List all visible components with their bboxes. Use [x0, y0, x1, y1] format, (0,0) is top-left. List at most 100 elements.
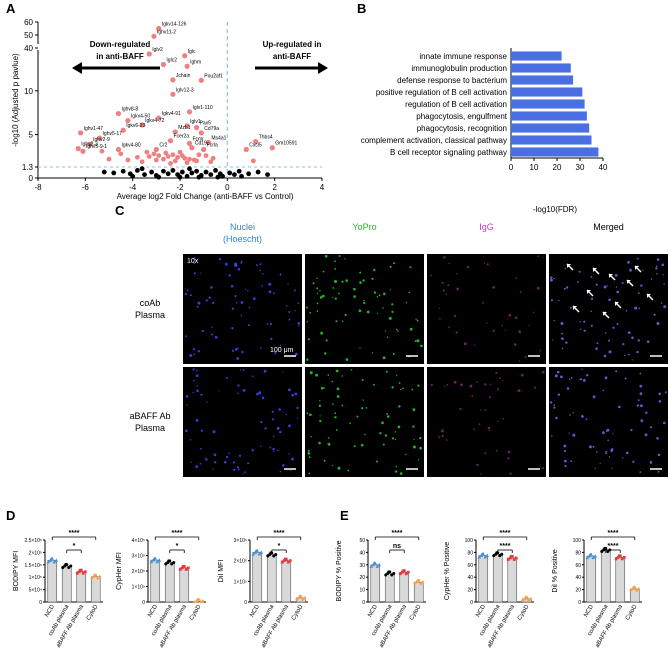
cell-dot [385, 370, 388, 373]
cell-dot [322, 270, 325, 273]
column-title: Nuclei [230, 222, 255, 232]
cell-dot [640, 284, 643, 287]
sub-point [52, 559, 57, 564]
cell-dot [400, 388, 402, 391]
cell-dot [639, 471, 642, 473]
sub-point [416, 578, 420, 583]
cell-dot [279, 430, 282, 434]
cell-dot [324, 254, 328, 258]
cell-dot [270, 337, 273, 340]
volcano-x-tick-label: 2 [272, 183, 277, 192]
cell-dot [412, 425, 415, 428]
sub-point [413, 581, 417, 586]
cell-dot [611, 467, 613, 469]
cell-dot [291, 457, 294, 461]
cell-dot [377, 312, 379, 314]
nonsig-point [179, 169, 185, 175]
cell-dot [507, 450, 511, 454]
sub-y-tick-label: 60 [575, 563, 581, 569]
cell-dot [261, 285, 264, 287]
gene-label: Cxcl5 [249, 142, 262, 148]
cell-dot [514, 316, 518, 320]
cell-dot [419, 446, 422, 450]
cell-dot [327, 442, 331, 446]
sig-point [175, 154, 181, 160]
cell-dot [251, 449, 254, 452]
cell-dot [335, 320, 338, 323]
sub-point [64, 562, 68, 566]
cell-dot [258, 391, 262, 395]
cell-dot [508, 313, 512, 317]
cell-dot [656, 273, 658, 275]
cell-dot [332, 465, 334, 467]
sig-point-labeled [78, 130, 84, 136]
cell-dot [334, 416, 337, 419]
sub-y-tick-label: 2×10⁵ [234, 559, 247, 565]
sub-point [259, 550, 264, 554]
cell-dot [636, 404, 640, 407]
cell-dot [306, 358, 309, 361]
arrow-head-icon [587, 290, 591, 294]
cell-dot [463, 342, 467, 346]
arrow-head-icon [627, 280, 631, 284]
gene-label: Pax5 [200, 121, 212, 127]
up-line-1: Up-regulated in [263, 40, 322, 49]
cell-dot [484, 452, 487, 455]
cell-dot [268, 282, 272, 286]
column-subtitle: (Hoescht) [223, 234, 262, 244]
cell-dot [359, 271, 362, 274]
volcano-ylabel: -log10 (Adjusted p pavlue) [11, 53, 20, 147]
cell-dot [557, 393, 560, 396]
sub-group-label: CytoD [189, 603, 203, 621]
cell-dot [190, 461, 192, 464]
cell-dot [553, 406, 556, 409]
go-bar [511, 51, 562, 61]
cell-dot [658, 392, 661, 396]
cell-dot [563, 459, 567, 463]
cell-dot [192, 348, 196, 351]
sub-y-tick-label: 2×10⁵ [132, 569, 145, 575]
gene-label: Ighv2-9 [93, 137, 110, 143]
cell-dot [639, 384, 643, 388]
cell-dot [288, 424, 291, 428]
go-bar [511, 87, 583, 97]
sig-point [106, 156, 112, 162]
cell-dot [260, 420, 263, 424]
sig-point-labeled [186, 109, 193, 115]
cell-dot [602, 431, 605, 434]
cell-dot [507, 318, 509, 320]
panel-letter-c: C [115, 203, 125, 218]
cell-dot [196, 385, 199, 387]
cell-dot [639, 372, 642, 375]
cell-dot [341, 280, 344, 283]
cell-dot [579, 321, 582, 323]
nonsig-point [213, 167, 218, 173]
cell-dot [580, 378, 583, 381]
nonsig-point [227, 170, 233, 176]
sig-label: **** [608, 530, 619, 537]
sub-point [591, 555, 596, 560]
cell-dot [334, 260, 336, 263]
cell-dot [319, 296, 323, 299]
cell-dot [642, 269, 644, 271]
cell-dot [498, 377, 501, 379]
nonsig-point [161, 168, 166, 174]
cell-dot [637, 399, 640, 401]
cell-dot [590, 275, 593, 278]
cell-dot [399, 472, 403, 475]
gene-label: Thbs4 [259, 135, 273, 141]
cell-dot [439, 317, 441, 320]
cell-dot [550, 276, 553, 279]
cell-dot [245, 288, 247, 290]
sig-point-labeled [87, 141, 93, 147]
cell-dot [570, 376, 573, 379]
cell-dot [394, 431, 396, 433]
nonsig-point [187, 166, 192, 172]
sig-point-labeled [186, 140, 193, 146]
go-category-label: defense response to bacterium [397, 76, 507, 85]
cell-dot [521, 373, 524, 377]
cell-dot [327, 374, 330, 376]
sub-bar [600, 549, 611, 603]
sig-point-labeled [115, 110, 122, 117]
gene-label: Fcrla [207, 142, 218, 148]
